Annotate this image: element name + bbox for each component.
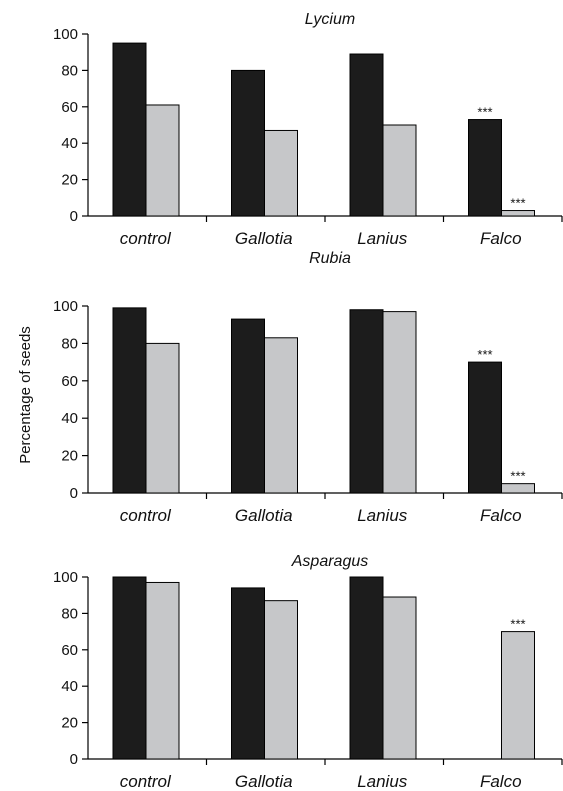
y-tick-label: 60 — [61, 99, 78, 116]
significance-label: *** — [477, 347, 492, 362]
x-category-label: Lanius — [357, 506, 408, 525]
y-tick-label: 20 — [61, 172, 78, 189]
significance-label: *** — [510, 469, 525, 484]
x-category-label: Gallotia — [235, 506, 293, 525]
significance-label: *** — [510, 617, 525, 632]
bar — [145, 104, 180, 217]
x-category-label: Falco — [480, 772, 522, 791]
bar — [501, 631, 535, 760]
x-category-label: Falco — [480, 229, 522, 248]
bar — [468, 119, 502, 217]
bar — [382, 311, 417, 494]
y-tick-label: 0 — [70, 208, 78, 225]
bar — [145, 342, 180, 494]
y-axis-label: Percentage of seeds — [17, 326, 34, 464]
y-tick-label: 100 — [53, 26, 78, 43]
y-tick-label: 40 — [61, 678, 78, 695]
y-tick-label: 0 — [70, 485, 78, 502]
y-tick-label: 80 — [61, 605, 78, 622]
bar — [349, 53, 384, 217]
x-category-label: Lanius — [357, 229, 408, 248]
bar — [112, 42, 147, 217]
panel-title: Lycium — [305, 11, 355, 28]
bar — [501, 483, 535, 494]
bar — [382, 124, 417, 217]
bar — [264, 600, 298, 760]
significance-label: *** — [510, 196, 525, 211]
significance-label: *** — [477, 105, 492, 120]
bar — [264, 337, 298, 494]
y-tick-label: 20 — [61, 715, 78, 732]
y-tick-label: 100 — [53, 569, 78, 586]
y-tick-label: 20 — [61, 448, 78, 465]
x-category-label: Gallotia — [235, 772, 293, 791]
panel-title: Asparagus — [291, 553, 369, 570]
bar — [231, 587, 265, 760]
x-category-label: control — [120, 229, 172, 248]
bar — [468, 361, 502, 494]
x-category-label: Falco — [480, 506, 522, 525]
bar — [112, 576, 147, 760]
bar — [112, 307, 147, 494]
bar — [349, 576, 384, 760]
y-tick-label: 100 — [53, 298, 78, 315]
bar — [145, 581, 180, 760]
x-category-label: Lanius — [357, 772, 408, 791]
y-tick-label: 40 — [61, 135, 78, 152]
bar — [349, 309, 384, 494]
y-tick-label: 40 — [61, 410, 78, 427]
bar — [231, 69, 265, 217]
x-category-label: control — [120, 772, 172, 791]
bar — [501, 210, 535, 217]
panel-title: Rubia — [309, 250, 351, 267]
y-tick-label: 80 — [61, 335, 78, 352]
y-tick-label: 0 — [70, 751, 78, 768]
y-tick-label: 80 — [61, 62, 78, 79]
x-category-label: Gallotia — [235, 229, 293, 248]
x-category-label: control — [120, 506, 172, 525]
y-tick-label: 60 — [61, 642, 78, 659]
bar — [264, 129, 298, 217]
y-tick-label: 60 — [61, 373, 78, 390]
bar — [231, 318, 265, 494]
bar — [382, 596, 417, 760]
